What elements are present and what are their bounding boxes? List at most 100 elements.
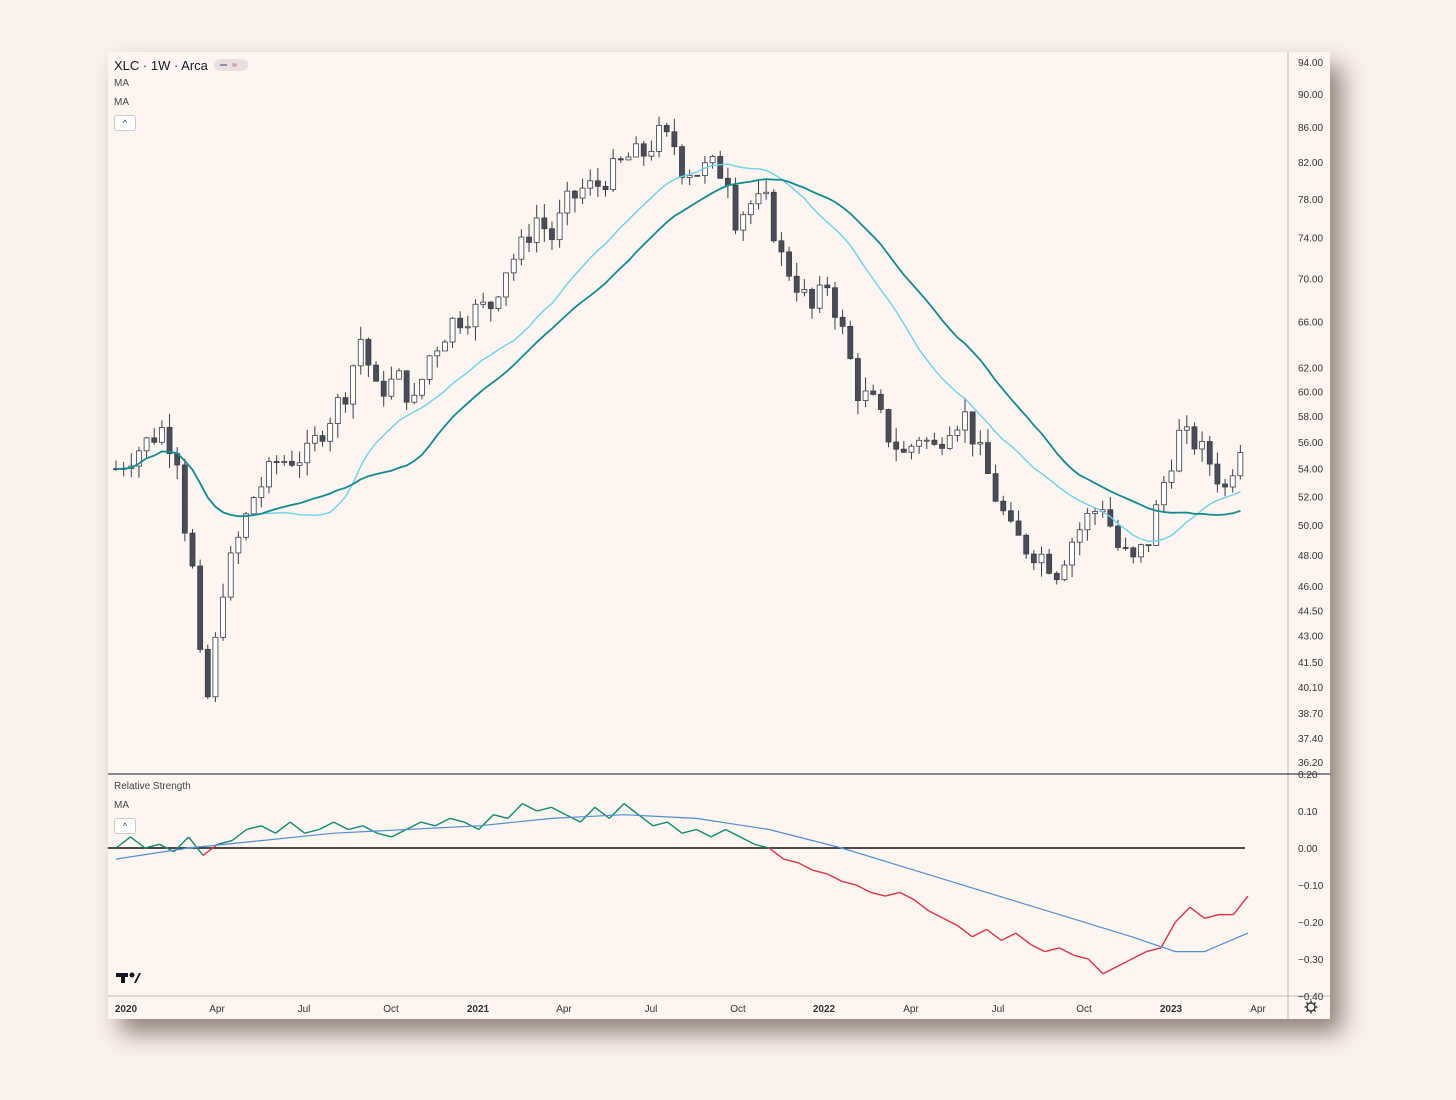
candle-body	[1107, 509, 1114, 527]
ma2-legend[interactable]: MA	[114, 97, 129, 108]
rs-line-segment	[652, 821, 668, 827]
candle-body	[1183, 426, 1190, 431]
rs-line-segment	[434, 817, 451, 827]
gear-tooth	[1305, 1001, 1309, 1005]
tradingview-logo-icon	[116, 972, 141, 983]
rs-line-segment	[812, 869, 828, 875]
candle-body	[1038, 553, 1045, 564]
candle-body	[503, 272, 509, 298]
settings-gear-icon[interactable]	[1304, 1000, 1318, 1014]
candle-body	[893, 441, 900, 450]
candle-body	[1069, 541, 1075, 566]
price-tick-label: 56.00	[1298, 438, 1323, 449]
logo-slash	[134, 973, 141, 983]
rs-tick-label: 0.20	[1298, 770, 1318, 781]
symbol-status-badge[interactable]: ≈	[214, 59, 248, 71]
rs-line-segment	[913, 899, 930, 912]
candle-body	[977, 442, 984, 445]
candle-body	[572, 190, 578, 199]
candle-body	[1023, 534, 1030, 555]
candle-body	[549, 228, 555, 241]
rs-line-segment	[348, 825, 363, 831]
candle-body	[243, 513, 249, 538]
candle-body	[809, 289, 815, 309]
rs-line-segment	[783, 858, 799, 864]
price-tick-label: 86.00	[1298, 123, 1323, 134]
candle-body	[304, 442, 311, 464]
price-tick-label: 78.00	[1298, 195, 1323, 206]
rs-line-segment	[1189, 906, 1205, 919]
price-tick-label: 40.10	[1298, 683, 1323, 694]
rs-line-segment	[449, 817, 465, 823]
time-tick-label: Oct	[1076, 1004, 1092, 1015]
candle-body	[793, 275, 800, 293]
collapse-legend-button[interactable]: ^	[114, 115, 136, 131]
candles-group	[113, 116, 1244, 702]
rs-line-segment	[971, 928, 988, 938]
rs-line-segment	[333, 821, 349, 831]
rs-line-segment	[841, 880, 857, 886]
rs-line-segment	[725, 828, 741, 838]
candle-body	[1046, 553, 1053, 574]
candle-body	[411, 394, 418, 403]
rs-ma-legend[interactable]: MA	[114, 800, 129, 811]
candle-body	[457, 317, 464, 329]
candle-body	[510, 258, 517, 274]
rs-line-segment	[478, 814, 494, 830]
candle-body	[656, 125, 662, 152]
gear-tooth	[1313, 1001, 1317, 1005]
rs-line-segment	[1204, 913, 1220, 919]
candle-body	[954, 429, 961, 436]
candle-body	[1130, 547, 1137, 558]
candle-body	[357, 339, 364, 367]
rs-line-segment	[885, 891, 900, 897]
rs-pane-title[interactable]: Relative Strength	[114, 781, 191, 792]
candle-body	[495, 296, 502, 309]
price-tick-label: 70.00	[1298, 274, 1323, 285]
rs-line-segment	[986, 928, 1002, 942]
candle-body	[1030, 553, 1037, 564]
rs-line-segment	[1073, 954, 1089, 960]
rs-line-segment	[681, 828, 697, 834]
rs-line-segment	[1059, 947, 1075, 956]
candle-body	[472, 303, 479, 328]
rs-line-segment	[304, 828, 320, 834]
candle-body	[992, 473, 999, 502]
candle-body	[181, 464, 188, 534]
time-tick-label: 2020	[115, 1004, 138, 1015]
candle-body	[709, 156, 716, 164]
symbol-title[interactable]: XLC · 1W · Arca	[114, 58, 208, 73]
rs-line-segment	[1087, 958, 1104, 975]
chart-canvas[interactable]: 94.00 90.00 86.00 82.00 78.00 74.00 70.00 66.00…	[108, 52, 1330, 1019]
candle-body	[541, 217, 548, 230]
candle-body	[189, 532, 196, 567]
rs-line-segment	[173, 836, 190, 853]
rs-line-segment	[1029, 943, 1046, 953]
gear-tooth	[1313, 1009, 1317, 1013]
candle-body	[717, 156, 724, 179]
rs-line-segment	[289, 821, 306, 834]
time-tick-label: 2021	[467, 1004, 490, 1015]
candle-body	[266, 461, 272, 488]
ma-slow-line	[115, 178, 1241, 518]
ma1-legend[interactable]: MA	[114, 78, 129, 89]
candle-body	[847, 326, 854, 359]
candle-body	[686, 174, 693, 178]
candle-body	[816, 284, 823, 309]
rs-line-segment	[115, 836, 131, 849]
collapse-rs-legend-button[interactable]: ^	[114, 818, 136, 834]
candle-body	[334, 397, 341, 424]
rs-line-segment	[638, 814, 654, 827]
rs-line-segment	[957, 925, 973, 938]
candle-body	[1176, 429, 1183, 472]
candle-body	[663, 125, 670, 133]
price-tick-label: 82.00	[1298, 158, 1323, 169]
candle-body	[388, 378, 395, 397]
candle-body	[564, 190, 571, 214]
candle-body	[533, 217, 540, 243]
candle-body	[365, 339, 372, 366]
candle-body	[396, 370, 402, 380]
rs-line-segment	[391, 828, 407, 838]
price-tick-label: 66.00	[1298, 317, 1323, 328]
candle-body	[296, 462, 303, 466]
